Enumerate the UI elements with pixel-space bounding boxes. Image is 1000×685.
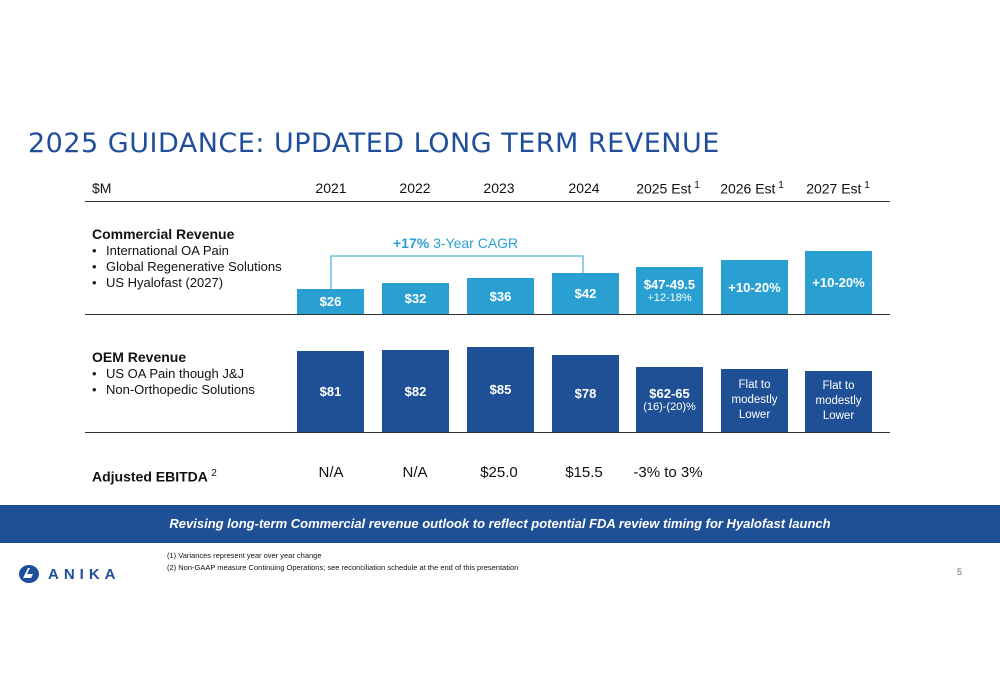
ebitda-value: $15.5 — [565, 464, 603, 481]
ebitda-value: N/A — [402, 464, 428, 481]
commercial-bullets: International OA Pain Global Regenerativ… — [92, 243, 282, 291]
header-divider — [85, 201, 890, 202]
column-header: 2024 — [539, 180, 629, 196]
unit-label: $M — [92, 180, 112, 196]
commercial-bar-label: $26 — [319, 294, 342, 309]
oem-bullets: US OA Pain though J&J Non-Orthopedic Sol… — [92, 366, 255, 398]
footnote-2: (2) Non-GAAP measure Continuing Operatio… — [167, 563, 519, 572]
commercial-bar: $47-49.5 +12-18% — [636, 267, 703, 314]
banner-text: Revising long-term Commercial revenue ou… — [169, 516, 831, 531]
column-header-label: 2022 — [399, 180, 431, 196]
anika-logo-icon — [19, 565, 39, 583]
commercial-bar-label: $47-49.5 — [643, 277, 696, 292]
column-header-label: 2025 Est — [636, 180, 692, 197]
column-header: 2027 Est 1 — [793, 180, 883, 197]
commercial-revenue-title: Commercial Revenue — [92, 226, 235, 242]
anika-logo: ANIKA — [18, 563, 121, 585]
oem-bar-label: Flat to modestly Lower — [731, 379, 778, 421]
oem-bar: $82 — [382, 350, 449, 432]
commercial-bar: $32 — [382, 283, 449, 314]
commercial-bar-label: $36 — [489, 288, 512, 304]
oem-bullet: Non-Orthopedic Solutions — [92, 382, 255, 398]
column-header-sup: 1 — [775, 180, 784, 191]
commercial-bar-sublabel: +12-18% — [647, 292, 692, 304]
commercial-bar: +10-20% — [721, 260, 788, 314]
page-title: 2025 GUIDANCE: UPDATED LONG TERM REVENUE — [28, 128, 720, 159]
oem-bar: Flat to modestly Lower — [805, 371, 872, 432]
cagr-text: 3-Year CAGR — [429, 235, 519, 251]
commercial-bullet: US Hyalofast (2027) — [92, 275, 282, 291]
commercial-bullet: Global Regenerative Solutions — [92, 259, 282, 275]
oem-bar: Flat to modestly Lower — [721, 369, 788, 432]
commercial-bar-label: $42 — [574, 286, 597, 301]
column-header: 2025 Est 1 — [623, 180, 713, 197]
commercial-bar: $36 — [467, 278, 534, 314]
oem-bar-label: $78 — [574, 386, 597, 401]
column-header-sup: 1 — [861, 180, 870, 191]
logo-text: ANIKA — [48, 565, 121, 583]
commercial-bar-label: +10-20% — [812, 275, 865, 290]
oem-bar-label: $62-65 — [649, 386, 690, 401]
oem-bar-label: Flat to modestly Lower — [815, 380, 862, 422]
oem-bar-label: $85 — [489, 382, 512, 397]
column-header: 2021 — [286, 180, 376, 196]
column-header-label: 2024 — [568, 180, 600, 196]
commercial-bullet: International OA Pain — [92, 243, 282, 259]
oem-revenue-title: OEM Revenue — [92, 349, 187, 365]
oem-bar: $62-65 (16)-(20)% — [636, 367, 703, 432]
oem-bar: $78 — [552, 355, 619, 432]
column-header-label: 2026 Est — [720, 180, 776, 197]
ebitda-value: $25.0 — [480, 464, 518, 481]
commercial-bar: +10-20% — [805, 251, 872, 314]
column-header-label: 2021 — [315, 180, 347, 196]
ebitda-label-text: Adjusted EBITDA — [92, 468, 208, 485]
commercial-bar: $26 — [297, 289, 364, 314]
ebitda-value: -3% to 3% — [633, 464, 703, 481]
column-header: 2026 Est 1 — [707, 180, 797, 197]
oem-bar: $85 — [467, 347, 534, 432]
column-header-sup: 1 — [691, 180, 700, 191]
oem-bar: $81 — [297, 351, 364, 432]
oem-bar-label: $81 — [319, 384, 342, 399]
commercial-divider — [85, 314, 890, 315]
banner: Revising long-term Commercial revenue ou… — [0, 505, 1000, 543]
cagr-value: +17% — [393, 235, 430, 251]
column-header: 2023 — [454, 180, 544, 196]
commercial-bar-label: $32 — [404, 291, 427, 306]
footnote-1: (1) Variances represent year over year c… — [167, 551, 322, 560]
column-header-label: 2027 Est — [806, 180, 862, 197]
ebitda-value: N/A — [318, 464, 344, 481]
page-number: 5 — [957, 567, 963, 577]
column-header-label: 2023 — [483, 180, 515, 196]
cagr-label: +17% 3-Year CAGR — [393, 235, 518, 251]
oem-bar-label: $82 — [404, 383, 427, 399]
ebitda-sup: 2 — [211, 468, 217, 479]
oem-bullet: US OA Pain though J&J — [92, 366, 255, 382]
ebitda-label: Adjusted EBITDA 2 — [92, 468, 217, 485]
commercial-bar: $42 — [552, 273, 619, 314]
oem-divider — [85, 432, 890, 433]
commercial-bar-label: +10-20% — [728, 279, 781, 295]
oem-bar-sublabel: (16)-(20)% — [643, 401, 696, 413]
column-header: 2022 — [370, 180, 460, 196]
